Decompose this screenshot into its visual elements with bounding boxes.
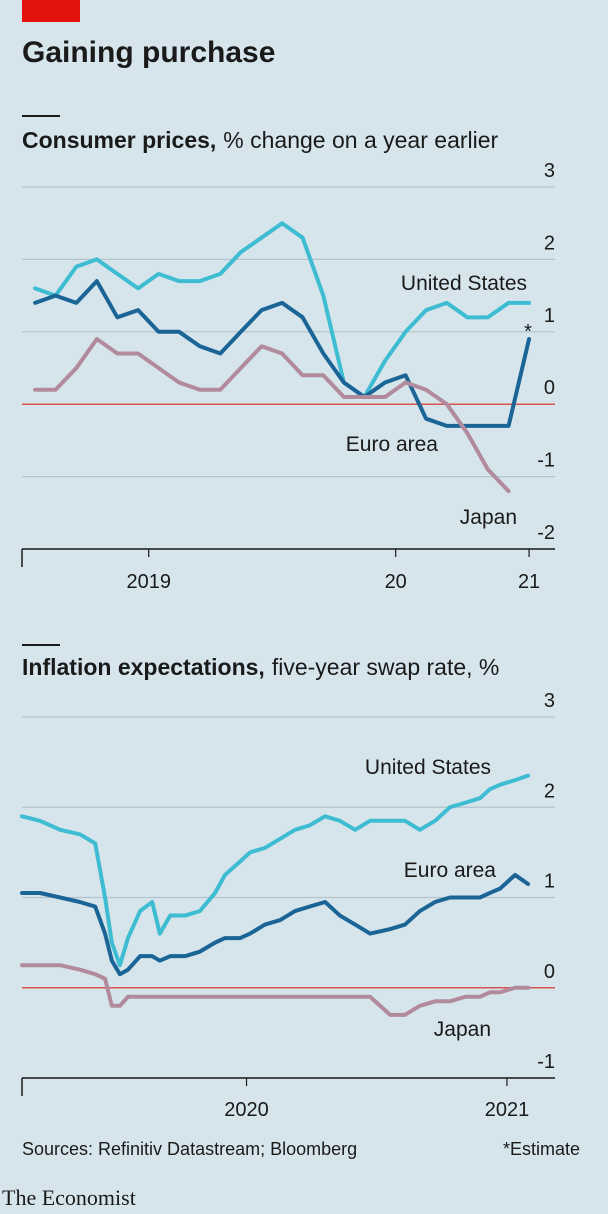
- y-tick-label: 3: [544, 160, 555, 182]
- chart-subtitle: % change on a year earlier: [223, 127, 498, 153]
- y-tick-label: 3: [544, 690, 555, 712]
- series-line: [20, 872, 531, 977]
- x-tick-label: 21: [518, 571, 540, 593]
- y-tick-label: -1: [537, 450, 555, 472]
- footnote: *Estimate: [503, 1139, 580, 1159]
- series-label: Euro area: [404, 859, 497, 882]
- y-tick-label: 1: [544, 305, 555, 327]
- series-line: [33, 279, 532, 428]
- page-title: Gaining purchase: [22, 36, 275, 69]
- brand: The Economist: [2, 1185, 136, 1210]
- y-tick-label: 1: [544, 871, 555, 893]
- y-tick-label: 0: [544, 961, 555, 983]
- source: Sources: Refinitiv Datastream; Bloomberg: [22, 1139, 357, 1159]
- x-tick-label: 2019: [126, 571, 171, 593]
- series-line: [33, 337, 511, 494]
- series-label: Japan: [460, 506, 517, 529]
- brand-tag: [22, 0, 80, 22]
- x-tick-label: 2021: [485, 1099, 530, 1121]
- series-line: [20, 773, 531, 968]
- y-tick-label: -2: [537, 522, 555, 544]
- chart-title: Inflation expectations, five-year swap ra…: [22, 654, 499, 680]
- chart-subtitle: five-year swap rate, %: [272, 654, 500, 680]
- y-tick-label: -1: [537, 1051, 555, 1073]
- series-label: United States: [365, 756, 491, 779]
- y-tick-label: 2: [544, 232, 555, 254]
- y-tick-label: 2: [544, 780, 555, 802]
- series-label: United States: [401, 272, 527, 295]
- chart-title: Consumer prices, % change on a year earli…: [22, 127, 499, 153]
- series-line: [33, 221, 532, 399]
- chart-title-main: Consumer prices,: [22, 127, 216, 153]
- series-line: [20, 963, 531, 1017]
- chart-title-main: Inflation expectations,: [22, 654, 265, 680]
- series-label: Euro area: [346, 433, 439, 456]
- x-tick-label: 20: [385, 571, 407, 593]
- annotation: *: [524, 321, 532, 343]
- series-label: Japan: [434, 1018, 491, 1041]
- y-tick-label: 0: [544, 377, 555, 399]
- x-tick-label: 2020: [224, 1099, 269, 1121]
